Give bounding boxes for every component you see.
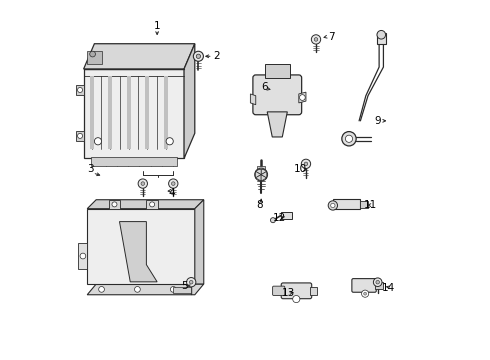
Circle shape [270, 218, 275, 223]
Bar [281, 212, 292, 219]
Circle shape [80, 253, 86, 259]
Circle shape [293, 296, 300, 303]
Polygon shape [87, 284, 204, 295]
Bar [90, 76, 94, 149]
Text: 13: 13 [281, 288, 294, 298]
Circle shape [138, 179, 147, 188]
Circle shape [172, 182, 175, 185]
Polygon shape [261, 168, 267, 175]
Circle shape [345, 135, 353, 142]
Text: 12: 12 [272, 213, 286, 222]
Bar [147, 200, 158, 209]
Bar [127, 76, 131, 149]
Circle shape [77, 87, 82, 93]
Circle shape [171, 287, 176, 292]
Polygon shape [261, 175, 267, 181]
Bar [173, 287, 191, 293]
Text: 3: 3 [87, 164, 94, 174]
Text: 1: 1 [154, 21, 160, 31]
Polygon shape [299, 92, 306, 103]
Polygon shape [261, 171, 267, 178]
Circle shape [328, 201, 338, 210]
Circle shape [314, 38, 318, 41]
Circle shape [196, 54, 200, 58]
Polygon shape [195, 200, 204, 284]
Text: 4: 4 [168, 188, 175, 198]
Circle shape [95, 138, 101, 145]
Bar [108, 76, 112, 149]
Circle shape [377, 31, 386, 39]
Circle shape [301, 159, 311, 168]
Circle shape [98, 287, 104, 292]
Bar [360, 201, 368, 208]
FancyBboxPatch shape [352, 279, 376, 292]
Circle shape [331, 203, 335, 208]
Circle shape [90, 51, 96, 57]
Circle shape [187, 278, 196, 287]
Bar [91, 157, 177, 166]
Circle shape [311, 35, 320, 44]
Text: 14: 14 [382, 283, 395, 293]
Polygon shape [76, 85, 84, 95]
Polygon shape [84, 69, 184, 158]
Polygon shape [76, 131, 84, 141]
FancyBboxPatch shape [253, 75, 302, 115]
Polygon shape [256, 171, 261, 178]
Circle shape [299, 95, 305, 100]
Polygon shape [78, 243, 87, 269]
Bar [109, 200, 120, 209]
Circle shape [112, 202, 117, 207]
Polygon shape [84, 44, 195, 69]
Bar [164, 76, 168, 149]
Text: 8: 8 [256, 200, 263, 210]
Circle shape [362, 290, 368, 297]
Text: 11: 11 [364, 200, 377, 210]
Bar [257, 166, 266, 169]
Circle shape [190, 280, 193, 284]
Bar [87, 51, 101, 64]
FancyBboxPatch shape [272, 286, 285, 296]
Bar [377, 33, 386, 44]
Circle shape [169, 179, 178, 188]
Circle shape [304, 162, 308, 166]
Circle shape [342, 132, 356, 146]
Circle shape [376, 280, 379, 284]
Polygon shape [267, 112, 287, 137]
Circle shape [194, 51, 203, 61]
Polygon shape [87, 209, 195, 284]
Circle shape [77, 134, 82, 138]
Polygon shape [184, 44, 195, 158]
FancyBboxPatch shape [281, 283, 312, 299]
Text: 2: 2 [213, 51, 220, 61]
Polygon shape [250, 94, 256, 105]
Bar [310, 287, 317, 295]
Text: 9: 9 [374, 116, 381, 126]
Circle shape [166, 138, 173, 145]
Polygon shape [87, 200, 204, 209]
Circle shape [141, 182, 145, 185]
Bar [265, 64, 290, 78]
Bar [146, 76, 149, 149]
Circle shape [149, 202, 155, 207]
Text: 6: 6 [261, 82, 268, 92]
Text: 7: 7 [328, 32, 334, 41]
Circle shape [364, 292, 367, 295]
Bar [333, 199, 360, 210]
Polygon shape [256, 168, 261, 175]
Polygon shape [256, 175, 261, 181]
Text: 10: 10 [294, 164, 307, 174]
Polygon shape [120, 222, 157, 282]
Circle shape [373, 278, 382, 287]
Bar [375, 282, 383, 289]
Circle shape [135, 287, 140, 292]
Text: 5: 5 [181, 281, 187, 291]
